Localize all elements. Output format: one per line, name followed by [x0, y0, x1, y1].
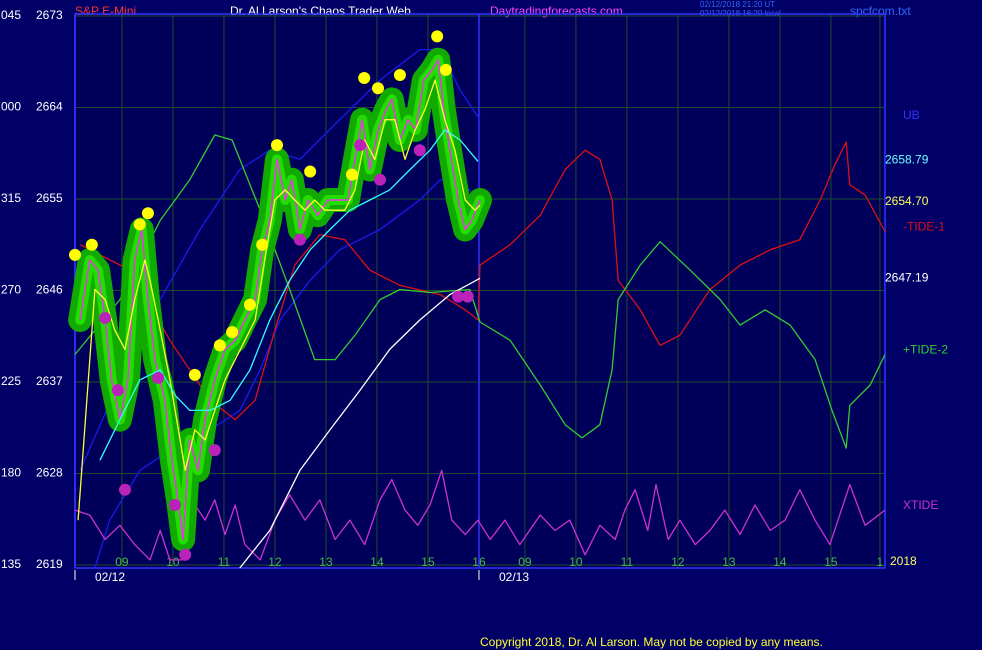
left-label: 000 — [1, 100, 21, 114]
dot — [270, 139, 283, 152]
dot — [208, 444, 221, 457]
left-label: 180 — [1, 466, 21, 480]
date-label: 02/13 — [499, 570, 529, 584]
dot — [304, 165, 317, 178]
series-line — [77, 79, 481, 521]
y-tick-label: 2637 — [36, 374, 63, 388]
series-line — [99, 129, 479, 461]
left-label: 045 — [1, 8, 21, 22]
series-label: -TIDE-1 — [903, 220, 945, 234]
value-label: 2654.70 — [885, 194, 929, 208]
series-label: +TIDE-2 — [903, 343, 948, 357]
dot — [85, 238, 98, 251]
series-label: XTIDE — [903, 498, 938, 512]
dot — [118, 483, 131, 496]
x-tick-label: 10 — [569, 555, 583, 569]
x-tick-label: 11 — [621, 555, 634, 569]
plot-area — [75, 14, 885, 568]
dot — [179, 548, 192, 561]
series-label: UB — [903, 108, 920, 122]
dot — [354, 139, 367, 152]
dot — [439, 63, 452, 76]
dot — [374, 173, 387, 186]
dot — [168, 498, 181, 511]
dot — [243, 298, 256, 311]
x-tick-label: 11 — [218, 555, 231, 569]
dot — [188, 368, 201, 381]
y-tick-label: 2619 — [36, 557, 63, 571]
dot — [152, 371, 165, 384]
value-label: 2658.79 — [885, 153, 929, 167]
dot — [213, 339, 226, 352]
dot — [358, 72, 371, 85]
x-tick-label: 13 — [722, 555, 736, 569]
dot — [111, 384, 124, 397]
x-tick-label: 12 — [268, 555, 282, 569]
x-tick-label: 15 — [824, 555, 838, 569]
series-line — [74, 134, 886, 449]
x-tick-label: 12 — [671, 555, 685, 569]
dot — [256, 238, 269, 251]
series-line — [94, 179, 479, 569]
date-label: 02/12 — [95, 570, 125, 584]
x-tick-label: 09 — [115, 555, 129, 569]
x-tick-label: 15 — [421, 555, 435, 569]
dot — [69, 248, 81, 261]
x-tick-label: 09 — [518, 555, 532, 569]
y-tick-label: 2655 — [36, 191, 63, 205]
dot — [99, 311, 112, 324]
x-tick-label: 14 — [773, 555, 787, 569]
left-label: 315 — [1, 191, 21, 205]
left-label: 225 — [1, 374, 21, 388]
year-label: 2018 — [890, 554, 917, 568]
dot — [413, 144, 426, 157]
dot — [141, 207, 154, 220]
series-line — [79, 141, 886, 421]
left-label: 135 — [1, 557, 21, 571]
dot — [452, 290, 465, 303]
value-label: 2647.19 — [885, 271, 929, 285]
x-tick-label: 13 — [319, 555, 333, 569]
dot — [133, 218, 146, 231]
timestamp: 02/12/2018 21:20 UT — [700, 0, 775, 9]
y-tick-label: 2664 — [36, 100, 63, 114]
series-line — [79, 58, 481, 541]
x-tick-label: 10 — [166, 555, 180, 569]
x-tick-label: 1 — [877, 555, 884, 569]
y-tick-label: 2673 — [36, 8, 63, 22]
series-line — [239, 277, 481, 569]
dot — [393, 68, 406, 81]
y-tick-label: 2646 — [36, 283, 63, 297]
dot — [226, 326, 239, 339]
dot — [345, 168, 358, 181]
dot — [431, 30, 444, 43]
y-tick-label: 2628 — [36, 466, 63, 480]
series-line — [74, 469, 886, 561]
copyright: Copyright 2018, Dr. Al Larson. May not b… — [480, 635, 823, 649]
left-label: 270 — [1, 283, 21, 297]
x-tick-label: 14 — [370, 555, 384, 569]
dot — [371, 82, 384, 95]
dot — [293, 233, 306, 246]
dot — [461, 290, 474, 303]
